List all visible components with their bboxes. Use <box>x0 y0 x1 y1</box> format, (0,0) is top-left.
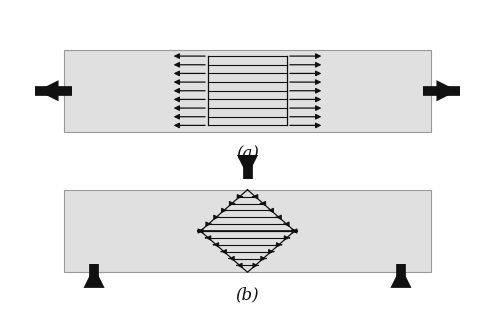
Text: (a): (a) <box>236 145 259 162</box>
Bar <box>64 50 431 132</box>
Text: (b): (b) <box>236 287 259 304</box>
Bar <box>64 190 431 272</box>
